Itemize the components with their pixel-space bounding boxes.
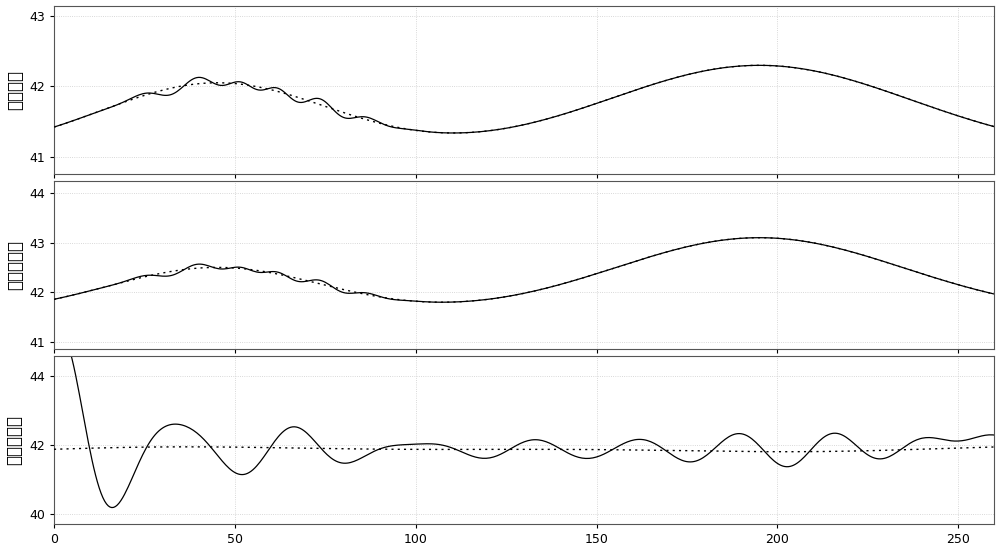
- Y-axis label: 瞬间居光度: 瞬间居光度: [6, 415, 24, 465]
- Y-axis label: 折射居光度: 折射居光度: [6, 240, 24, 290]
- Y-axis label: 轴居光度: 轴居光度: [6, 70, 24, 110]
